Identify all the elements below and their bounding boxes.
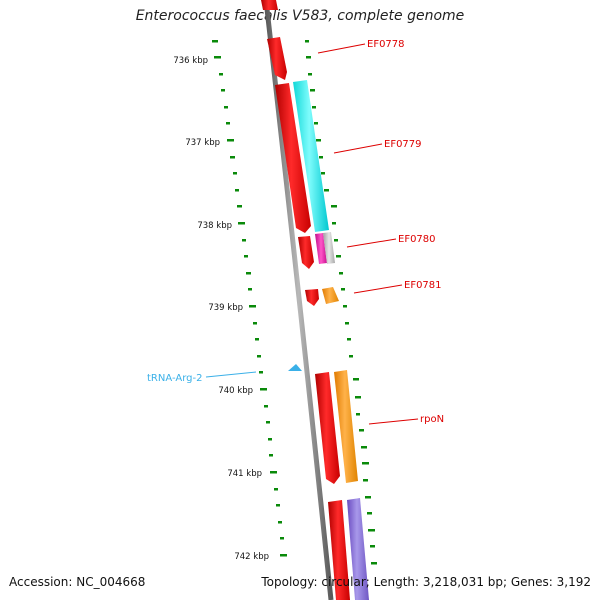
gene-label: EF0781 <box>404 280 442 291</box>
cds-feature <box>267 37 287 80</box>
cds-feature <box>261 0 278 10</box>
cds-features <box>261 0 369 600</box>
kbp-label: 742 kbp <box>234 552 269 562</box>
gc-ticks-right <box>305 40 377 565</box>
kbp-label: 741 kbp <box>227 469 262 479</box>
cds-feature <box>298 236 314 269</box>
cds-feature <box>328 500 350 600</box>
kbp-label: 740 kbp <box>218 386 253 396</box>
genome-summary: Topology: circular; Length: 3,218,031 bp… <box>261 575 591 589</box>
trna-label: tRNA-Arg-2 <box>147 373 202 384</box>
gene-label: EF0779 <box>384 139 422 150</box>
accession-text: Accession: NC_004668 <box>9 575 146 589</box>
cds-feature <box>322 287 339 304</box>
kbp-label: 736 kbp <box>173 56 208 66</box>
cds-feature <box>347 498 369 600</box>
genome-backbone <box>263 0 334 600</box>
kbp-label: 738 kbp <box>197 221 232 231</box>
cds-feature <box>305 289 319 306</box>
kbp-label: 737 kbp <box>185 138 220 148</box>
gene-label: rpoN <box>420 414 444 425</box>
trna-feature <box>288 364 302 371</box>
trna-label-line <box>205 371 257 378</box>
cds-feature <box>315 372 340 484</box>
kbp-label: 739 kbp <box>208 303 243 313</box>
gene-label-lines <box>317 43 419 425</box>
gene-label: EF0778 <box>367 39 405 50</box>
cds-feature <box>323 232 335 264</box>
gc-ticks-left <box>212 40 287 557</box>
cds-feature <box>334 370 358 483</box>
map-title: Enterococcus faecalis V583, complete gen… <box>135 8 465 24</box>
cds-feature <box>275 83 311 233</box>
cds-feature <box>293 80 329 232</box>
gene-label: EF0780 <box>398 234 436 245</box>
